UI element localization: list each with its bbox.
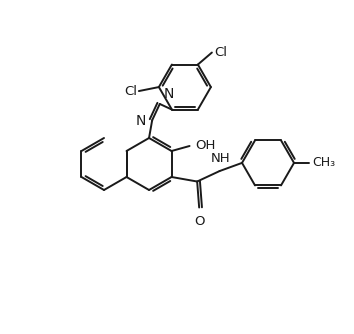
Text: N: N [164,87,174,101]
Text: Cl: Cl [214,46,227,59]
Text: OH: OH [195,139,216,152]
Text: N: N [136,114,146,128]
Text: O: O [194,214,204,227]
Text: CH₃: CH₃ [312,156,335,169]
Text: NH: NH [211,152,230,165]
Text: Cl: Cl [124,85,137,98]
